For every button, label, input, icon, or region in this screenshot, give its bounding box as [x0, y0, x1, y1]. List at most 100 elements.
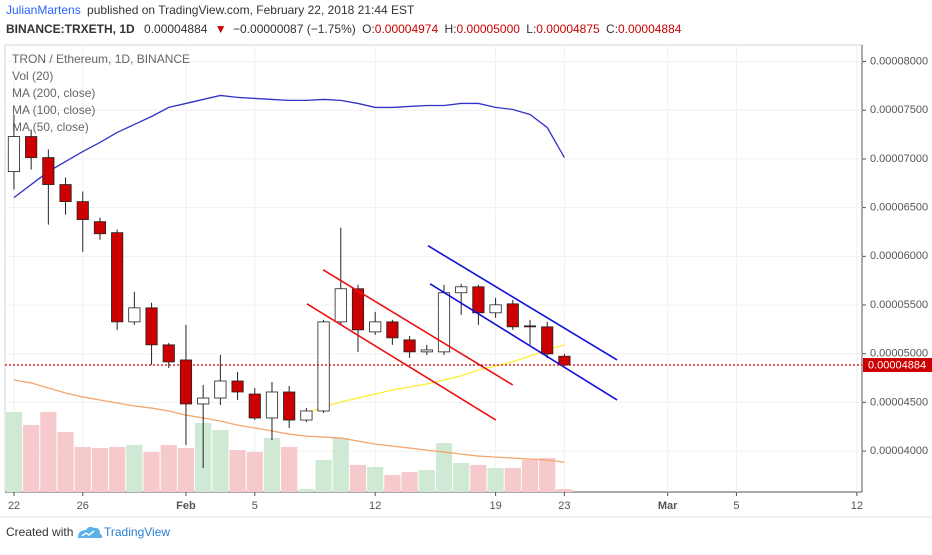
y-tick-label: 0.00007000	[870, 153, 928, 165]
volume-bar	[315, 460, 332, 492]
candle-body	[489, 304, 502, 314]
volume-bar	[177, 448, 195, 492]
x-tick-label: Feb	[176, 500, 196, 512]
candle-body	[265, 391, 279, 419]
candle-body	[420, 349, 433, 353]
volume-bar	[229, 450, 246, 492]
candle-body	[317, 321, 330, 412]
volume-bar	[298, 489, 315, 492]
volume-bar	[453, 463, 470, 492]
candle-body	[283, 391, 296, 421]
x-tick-label: 5	[733, 500, 739, 512]
x-tick-label: 26	[77, 500, 89, 512]
trend-line	[429, 283, 618, 401]
plot	[5, 94, 862, 492]
volume-bar	[556, 489, 573, 492]
volume-bar	[281, 447, 298, 492]
change: −0.00000087 (−1.75%)	[233, 22, 356, 36]
volume-bar	[74, 447, 91, 492]
legend-entry: MA (200, close)	[12, 86, 95, 100]
volume-bar	[470, 465, 487, 492]
candle-body	[231, 380, 244, 393]
candle-body	[162, 344, 175, 363]
ohlc-value: 0.00004974	[375, 22, 439, 36]
symbol-line: BINANCE:TRXETH, 1D 0.00004884 ▼ −0.00000…	[6, 22, 682, 36]
ohlc-value: 0.00004884	[618, 22, 682, 36]
volume-bar	[126, 445, 143, 492]
trend-line	[427, 245, 618, 361]
brand-name[interactable]: TradingView	[104, 525, 170, 539]
candle-body	[76, 201, 89, 221]
volume-bar	[5, 412, 23, 492]
volume-bar	[349, 465, 367, 492]
plot-frame	[4, 44, 863, 493]
candle-body	[541, 326, 554, 355]
candle-body	[334, 288, 347, 323]
footer-text: Created with	[6, 525, 73, 539]
candle-body	[472, 286, 485, 314]
author[interactable]: JulianMartens	[6, 3, 81, 17]
published: published on TradingView.com, February 2…	[87, 3, 415, 17]
volume-bar	[109, 447, 126, 492]
axes: 0.00004000 0.00004500 0.00005000 0.00005500…	[8, 55, 932, 512]
volume-bar	[160, 445, 177, 492]
ohlc-label: C:	[606, 22, 618, 36]
y-tick-label: 0.00007500	[870, 104, 928, 116]
volume-bar	[212, 430, 229, 492]
candle-body	[248, 393, 261, 419]
candle-body	[506, 303, 519, 328]
legend-entry: Vol (20)	[12, 69, 53, 83]
y-tick-label: 0.00004000	[870, 445, 928, 457]
volume-bar	[401, 472, 418, 492]
ohlc-label: L:	[526, 22, 536, 36]
volume-bar	[418, 470, 435, 492]
header-line: JulianMartens published on TradingView.c…	[6, 3, 415, 17]
candle-body	[93, 221, 107, 235]
x-tick-label: 12	[369, 500, 381, 512]
candle-body	[145, 307, 158, 346]
volume-bar	[23, 425, 40, 492]
volume-bar	[263, 438, 281, 492]
candle-body	[179, 359, 193, 405]
volume-bar	[367, 467, 384, 492]
candle-body	[300, 410, 313, 421]
candle-body	[369, 321, 382, 333]
ma-line	[13, 94, 565, 199]
chart-title: TRON / Ethereum, 1D, BINANCE	[12, 52, 190, 66]
volume-bar	[521, 460, 539, 492]
brand-logo	[78, 526, 103, 538]
grid	[5, 45, 862, 492]
volume-bar	[384, 475, 401, 492]
volume-bar	[40, 412, 57, 492]
volume-bar	[91, 448, 109, 492]
ohlc-label: O:	[362, 22, 375, 36]
y-tick-label: 0.00008000	[870, 55, 928, 67]
x-tick-label: 12	[851, 500, 863, 512]
candle-body	[386, 321, 399, 339]
y-tick-label: 0.00005000	[870, 348, 928, 360]
volume-bar	[487, 468, 504, 492]
y-tick-label: 0.00006500	[870, 202, 928, 214]
y-tick-label: 0.00005500	[870, 299, 928, 311]
candle-body	[351, 288, 365, 331]
ma-line	[13, 379, 565, 463]
last-price-label: 0.00004884	[868, 359, 926, 371]
x-tick-label: 23	[558, 500, 570, 512]
candle-body	[558, 355, 571, 366]
candle-body	[111, 232, 124, 323]
volume-bar	[539, 458, 556, 492]
volume-bar	[504, 468, 521, 492]
candle-body	[197, 397, 210, 405]
symbol: BINANCE:TRXETH, 1D	[6, 22, 135, 36]
change-arrow: ▼	[215, 22, 227, 36]
x-tick-label: Mar	[658, 500, 678, 512]
x-tick-label: 22	[8, 500, 20, 512]
legend-entry: MA (100, close)	[12, 103, 95, 117]
x-tick-label: 5	[252, 500, 258, 512]
trend-line	[306, 303, 497, 421]
volume-bar	[57, 432, 74, 492]
volume-bar	[246, 452, 263, 492]
candle-body	[7, 136, 21, 173]
